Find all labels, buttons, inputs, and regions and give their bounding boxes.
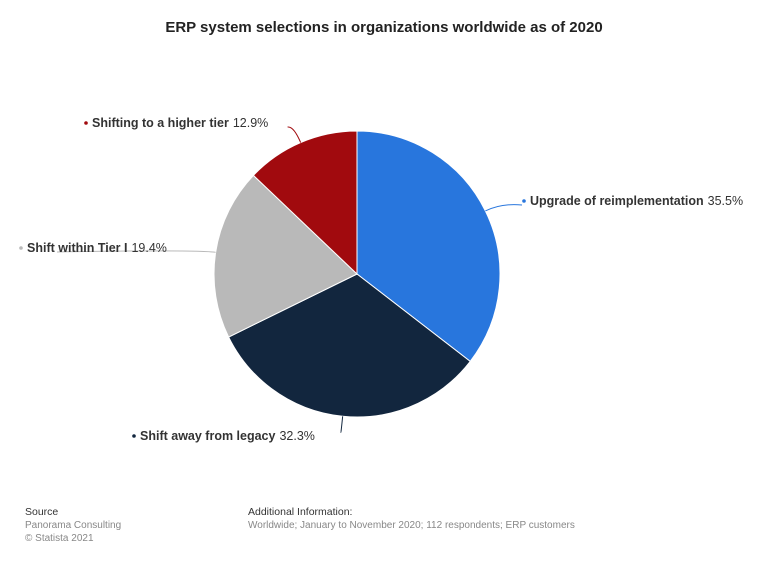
value-label: 35.5%	[708, 194, 743, 208]
source-heading: Source	[25, 506, 58, 518]
value-label: 32.3%	[279, 429, 314, 443]
slice-label: Shift away from legacy 32.3%	[140, 429, 315, 443]
legend-bullet	[19, 246, 23, 250]
leader-line	[287, 126, 302, 143]
category-label: Shift away from legacy	[140, 429, 276, 443]
leader-line	[340, 416, 344, 433]
legend-bullet	[132, 434, 136, 438]
chart-title: ERP system selections in organizations w…	[165, 19, 602, 36]
info-heading: Additional Information:	[248, 506, 352, 518]
legend-bullet	[84, 121, 88, 125]
slice-label: Shift within Tier I 19.4%	[27, 241, 167, 255]
category-label: Upgrade of reimplementation	[530, 194, 704, 208]
legend-bullet	[522, 199, 526, 203]
info-text: Worldwide; January to November 2020; 112…	[248, 520, 575, 531]
source-line: © Statista 2021	[25, 533, 94, 544]
slice-label: Upgrade of reimplementation 35.5%	[530, 194, 743, 208]
leader-line	[485, 204, 523, 212]
category-label: Shift within Tier I	[27, 241, 127, 255]
slice-label: Shifting to a higher tier 12.9%	[92, 116, 268, 130]
category-label: Shifting to a higher tier	[92, 116, 229, 130]
leader-line	[56, 250, 216, 253]
value-label: 12.9%	[233, 116, 268, 130]
value-label: 19.4%	[131, 241, 166, 255]
source-line: Panorama Consulting	[25, 520, 121, 531]
